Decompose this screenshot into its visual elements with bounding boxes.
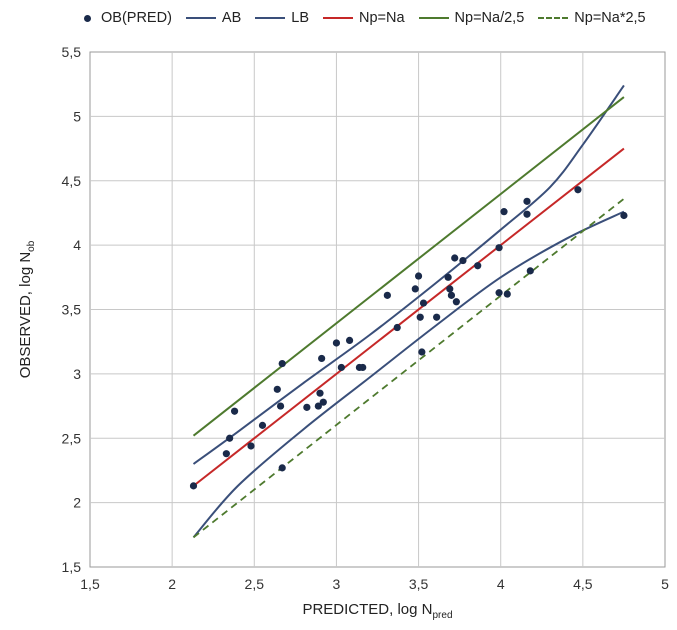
legend-item-ab: AB bbox=[185, 10, 242, 26]
data-point-ob-pred bbox=[258, 421, 267, 429]
data-point-ob-pred bbox=[247, 442, 255, 450]
data-point-ob-pred bbox=[316, 389, 324, 397]
data-point-ob-pred bbox=[500, 208, 508, 216]
y-tick-label: 3 bbox=[73, 366, 81, 382]
data-point-ob-pred bbox=[189, 482, 198, 490]
data-point-ob-pred bbox=[278, 464, 286, 472]
x-tick-label: 3 bbox=[333, 576, 341, 592]
data-point-ob-pred bbox=[495, 244, 503, 252]
y-tick-label: 2 bbox=[73, 495, 81, 511]
data-point-ob-pred bbox=[414, 272, 423, 280]
legend-label: LB bbox=[291, 10, 309, 26]
data-point-ob-pred bbox=[319, 398, 327, 406]
x-tick-label: 3,5 bbox=[409, 576, 429, 592]
tick-labels: 1,5 2 2,5 3 3,5 4 4,5 5 1,5 2 2,5 3 3,5 4 4,5 5 5,5 bbox=[62, 44, 670, 592]
data-point-ob-pred bbox=[526, 267, 534, 275]
legend-label: Np=Na/2,5 bbox=[454, 10, 525, 26]
legend-line-marker bbox=[185, 17, 216, 19]
y-axis-title-sub: ob bbox=[26, 240, 37, 252]
y-tick-label: 5 bbox=[73, 108, 81, 124]
y-tick-label: 4 bbox=[73, 237, 81, 253]
data-point-ob-pred bbox=[411, 285, 419, 293]
legend-label: OB(PRED) bbox=[101, 10, 172, 26]
data-point-ob-pred bbox=[451, 254, 459, 262]
data-point-ob-pred bbox=[433, 313, 441, 321]
data-point-ob-pred bbox=[278, 359, 286, 368]
y-tick-label: 4,5 bbox=[62, 173, 82, 189]
legend-item-lb: LB bbox=[255, 10, 309, 26]
legend-label: Np=Na*2,5 bbox=[574, 10, 646, 26]
series-line-np-na bbox=[192, 147, 625, 487]
y-tick-label: 2,5 bbox=[62, 430, 82, 446]
data-point-ob-pred bbox=[359, 363, 367, 372]
data-point-ob-pred bbox=[495, 289, 503, 297]
data-point-ob-pred bbox=[444, 273, 452, 281]
data-point-ob-pred bbox=[318, 354, 326, 363]
legend-item-ob-pred: OB(PRED) bbox=[80, 10, 172, 26]
data-point-ob-pred bbox=[276, 402, 285, 410]
data-point-ob-pred bbox=[303, 403, 311, 411]
x-tick-label: 4 bbox=[497, 576, 505, 592]
legend-dot-marker bbox=[84, 14, 91, 22]
y-axis-title-main: OBSERVED, log N bbox=[17, 252, 34, 378]
y-axis-title: OBSERVED, log Nob bbox=[17, 240, 37, 378]
data-point-ob-pred bbox=[620, 211, 628, 220]
data-point-ob-pred bbox=[230, 407, 239, 415]
x-tick-label: 1,5 bbox=[80, 576, 100, 592]
x-tick-label: 4,5 bbox=[573, 576, 593, 592]
series bbox=[192, 84, 625, 539]
data-point-ob-pred bbox=[383, 291, 391, 299]
legend-line-marker bbox=[255, 17, 286, 19]
x-axis-title-sub: pred bbox=[433, 610, 453, 621]
data-point-ob-pred bbox=[446, 285, 454, 293]
series-line-np-na-2-5 bbox=[192, 96, 625, 437]
data-point-ob-pred bbox=[459, 256, 467, 265]
legend-dashed-marker bbox=[538, 17, 569, 19]
series-line-np-na-2-5 bbox=[192, 198, 625, 539]
data-point-ob-pred bbox=[419, 299, 428, 307]
y-tick-label: 1,5 bbox=[62, 559, 82, 575]
x-axis-title-main: PREDICTED, log N bbox=[302, 601, 432, 618]
data-point-ob-pred bbox=[393, 323, 401, 332]
x-tick-label: 2,5 bbox=[245, 576, 265, 592]
legend-line-marker bbox=[323, 17, 353, 19]
data-point-ob-pred bbox=[332, 339, 341, 347]
data-point-ob-pred bbox=[503, 290, 511, 298]
series-line-ab bbox=[192, 84, 625, 465]
legend-item-np-na-mul: Np=Na*2,5 bbox=[538, 10, 646, 26]
legend-label: AB bbox=[221, 10, 242, 26]
data-point-ob-pred bbox=[447, 291, 456, 299]
legend: OB(PRED) AB LB Np=Na Np=Na/2,5 Np=Na*2,5 bbox=[80, 6, 660, 30]
data-point-ob-pred bbox=[345, 336, 354, 344]
legend-line-marker bbox=[418, 17, 449, 19]
data-point-ob-pred bbox=[452, 298, 460, 306]
data-point-ob-pred bbox=[474, 262, 482, 270]
data-point-ob-pred bbox=[314, 402, 322, 410]
legend-label: Np=Na bbox=[359, 10, 405, 26]
data-point-ob-pred bbox=[574, 186, 582, 194]
data-point-ob-pred bbox=[273, 385, 281, 393]
data-point-ob-pred bbox=[416, 313, 424, 321]
data-point-ob-pred bbox=[222, 450, 230, 458]
legend-item-np-na-div: Np=Na/2,5 bbox=[418, 10, 525, 26]
data-points bbox=[189, 186, 628, 490]
x-tick-label: 2 bbox=[168, 576, 176, 592]
y-tick-label: 3,5 bbox=[62, 302, 82, 318]
x-tick-label: 5 bbox=[661, 576, 669, 592]
data-point-ob-pred bbox=[337, 363, 345, 372]
data-point-ob-pred bbox=[226, 434, 234, 442]
legend-item-np-na: Np=Na bbox=[323, 10, 405, 26]
grid bbox=[90, 52, 665, 567]
data-point-ob-pred bbox=[523, 210, 531, 218]
y-tick-label: 5,5 bbox=[62, 44, 82, 60]
x-axis-title: PREDICTED, log Npred bbox=[302, 601, 452, 621]
data-point-ob-pred bbox=[523, 197, 531, 205]
series-line-lb bbox=[192, 210, 625, 539]
data-point-ob-pred bbox=[418, 348, 426, 356]
